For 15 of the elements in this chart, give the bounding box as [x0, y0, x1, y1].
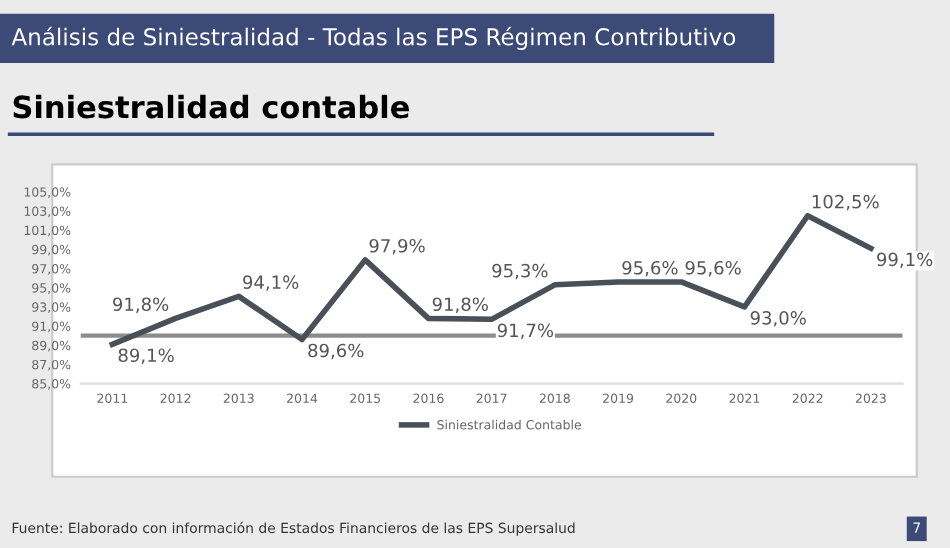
data-label: 93,0% [750, 311, 806, 327]
data-label: 89,6% [308, 343, 364, 360]
data-label: 89,1% [118, 348, 174, 364]
data-label: 95,6% [685, 260, 741, 277]
data-label: 91,8% [113, 297, 169, 313]
data-label: 91,7% [497, 323, 554, 339]
data-label: 95,6% [622, 260, 678, 277]
data-label: 102,5% [812, 194, 879, 211]
data-label: 97,9% [369, 238, 425, 255]
data-label: 94,1% [243, 275, 299, 291]
chart-subtitle: Siniestralidad contable [13, 94, 409, 119]
data-label: 99,1% [877, 252, 933, 269]
chart-title: Análisis de Siniestralidad - Todas las EPS Régimen Contributivo [11, 26, 736, 50]
data-label: 91,8% [432, 297, 488, 313]
data-label: 95,3% [492, 263, 548, 280]
